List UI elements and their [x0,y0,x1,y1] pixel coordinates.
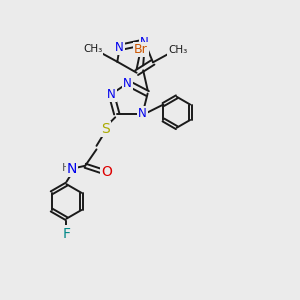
Text: CH₃: CH₃ [168,45,187,55]
Text: F: F [62,226,70,241]
Text: N: N [138,107,147,120]
Text: H: H [62,163,71,173]
Text: O: O [101,165,112,179]
Text: CH₃: CH₃ [83,44,102,54]
Text: N: N [107,88,116,100]
Text: N: N [115,41,124,54]
Text: N: N [123,76,132,90]
Text: N: N [67,162,77,176]
Text: N: N [140,36,149,49]
Text: Br: Br [134,43,148,56]
Text: S: S [101,122,110,136]
